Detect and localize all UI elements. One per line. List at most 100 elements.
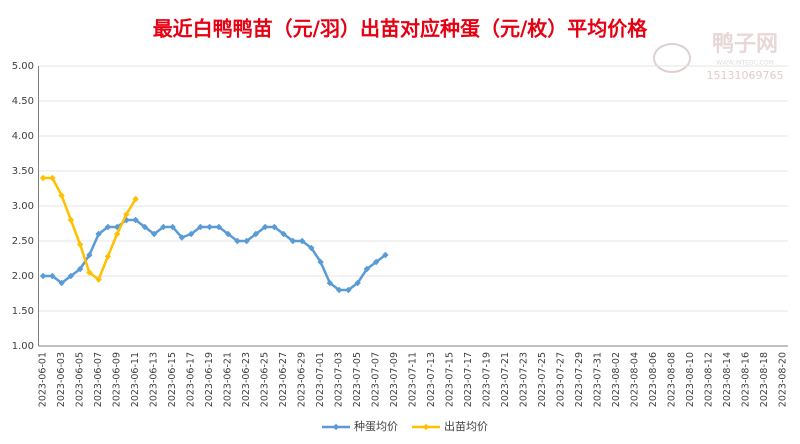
legend-marker	[422, 423, 430, 431]
x-tick-label: 2023-06-29	[297, 352, 308, 407]
x-tick-label: 2023-07-15	[445, 352, 456, 407]
point-marker	[298, 237, 306, 245]
x-tick-label: 2023-06-05	[75, 352, 86, 407]
y-tick-label: 3.50	[12, 166, 34, 177]
point-marker	[67, 216, 75, 224]
x-tick-label: 2023-07-27	[556, 352, 567, 407]
point-marker	[123, 211, 130, 218]
point-marker	[363, 265, 371, 273]
point-marker	[150, 230, 158, 238]
point-marker	[345, 286, 352, 294]
point-marker	[372, 258, 380, 266]
point-marker	[224, 230, 232, 238]
x-tick-label: 2023-07-01	[315, 352, 326, 407]
point-marker	[95, 230, 102, 238]
x-tick-label: 2023-08-08	[667, 352, 678, 407]
legend-marker	[332, 423, 340, 431]
x-tick-label: 2023-07-07	[371, 352, 382, 407]
watermark: 鸭子网 WWW.INTEDC.COM 15131069765	[653, 31, 784, 82]
point-marker	[49, 272, 56, 280]
x-tick-label: 2023-06-15	[167, 352, 178, 407]
point-marker	[261, 223, 269, 231]
point-marker	[169, 223, 176, 231]
point-marker	[113, 230, 121, 238]
x-tick-label: 2023-06-19	[204, 352, 215, 407]
point-marker	[76, 241, 84, 248]
x-tick-label: 2023-06-25	[260, 352, 271, 407]
point-marker	[178, 234, 186, 241]
y-tick-label: 4.00	[12, 131, 34, 142]
x-tick-label: 2023-07-05	[352, 352, 363, 407]
watermark-url: WWW.INTEDC.COM	[716, 60, 774, 67]
point-marker	[58, 192, 65, 199]
watermark-name: 鸭子网	[712, 31, 778, 57]
point-marker	[326, 279, 334, 287]
x-tick-label: 2023-08-12	[704, 352, 715, 407]
point-marker	[49, 174, 56, 182]
point-marker	[335, 286, 343, 294]
chart-title: 最近白鸭鸭苗（元/羽）出苗对应种蛋（元/枚）平均价格	[153, 17, 649, 41]
x-tick-label: 2023-06-09	[112, 352, 123, 407]
point-marker	[113, 223, 121, 231]
point-marker	[86, 251, 93, 259]
x-tick-label: 2023-07-09	[389, 352, 400, 407]
point-marker	[354, 279, 361, 287]
x-tick-label: 2023-08-16	[741, 352, 752, 407]
legend-label: 种蛋均价	[354, 419, 398, 433]
x-tick-label: 2023-06-23	[241, 352, 252, 407]
x-tick-label: 2023-08-18	[759, 352, 770, 407]
point-marker	[206, 223, 213, 231]
point-marker	[104, 253, 112, 260]
x-tick-label: 2023-08-14	[722, 352, 733, 407]
x-tick-label: 2023-06-21	[223, 352, 234, 407]
x-tick-label: 2023-06-07	[93, 352, 104, 407]
point-marker	[95, 276, 102, 283]
point-marker	[271, 223, 278, 231]
x-tick-label: 2023-06-03	[56, 352, 67, 407]
watermark-phone: 15131069765	[707, 69, 784, 82]
point-marker	[197, 223, 204, 231]
point-marker	[317, 258, 324, 266]
x-tick-label: 2023-08-10	[685, 352, 696, 407]
point-marker	[39, 272, 47, 280]
point-marker	[289, 237, 297, 245]
x-tick-label: 2023-06-01	[38, 352, 49, 407]
x-tick-label: 2023-08-02	[611, 352, 622, 407]
y-tick-label: 2.00	[12, 271, 34, 282]
point-marker	[132, 195, 139, 203]
x-tick-label: 2023-08-04	[630, 352, 641, 407]
point-marker	[243, 237, 250, 245]
point-marker	[280, 230, 287, 238]
x-tick-label: 2023-06-27	[278, 352, 289, 407]
point-marker	[58, 279, 65, 287]
point-marker	[234, 237, 241, 245]
legend-label: 出苗均价	[444, 419, 488, 433]
x-tick-label: 2023-07-31	[593, 352, 604, 407]
x-tick-label: 2023-06-13	[149, 352, 160, 407]
point-marker	[252, 230, 260, 238]
point-marker	[382, 251, 389, 259]
x-tick-label: 2023-07-29	[574, 352, 585, 407]
point-marker	[215, 223, 223, 231]
point-marker	[160, 223, 167, 231]
x-tick-label: 2023-07-21	[500, 352, 511, 407]
x-tick-label: 2023-08-20	[778, 352, 789, 407]
y-tick-label: 4.50	[12, 96, 34, 107]
x-tick-label: 2023-07-11	[408, 352, 419, 407]
y-tick-label: 1.00	[12, 341, 34, 352]
y-tick-label: 1.50	[12, 306, 34, 317]
x-tick-label: 2023-06-17	[186, 352, 197, 407]
x-tick-label: 2023-07-17	[463, 352, 474, 407]
x-tick-label: 2023-07-19	[482, 352, 493, 407]
x-tick-label: 2023-07-25	[537, 352, 548, 407]
y-tick-label: 5.00	[12, 61, 34, 72]
point-marker	[39, 174, 47, 182]
point-marker	[76, 265, 84, 273]
point-marker	[67, 272, 75, 280]
y-tick-label: 3.00	[12, 201, 34, 212]
point-marker	[104, 223, 112, 231]
x-tick-label: 2023-07-03	[334, 352, 345, 407]
